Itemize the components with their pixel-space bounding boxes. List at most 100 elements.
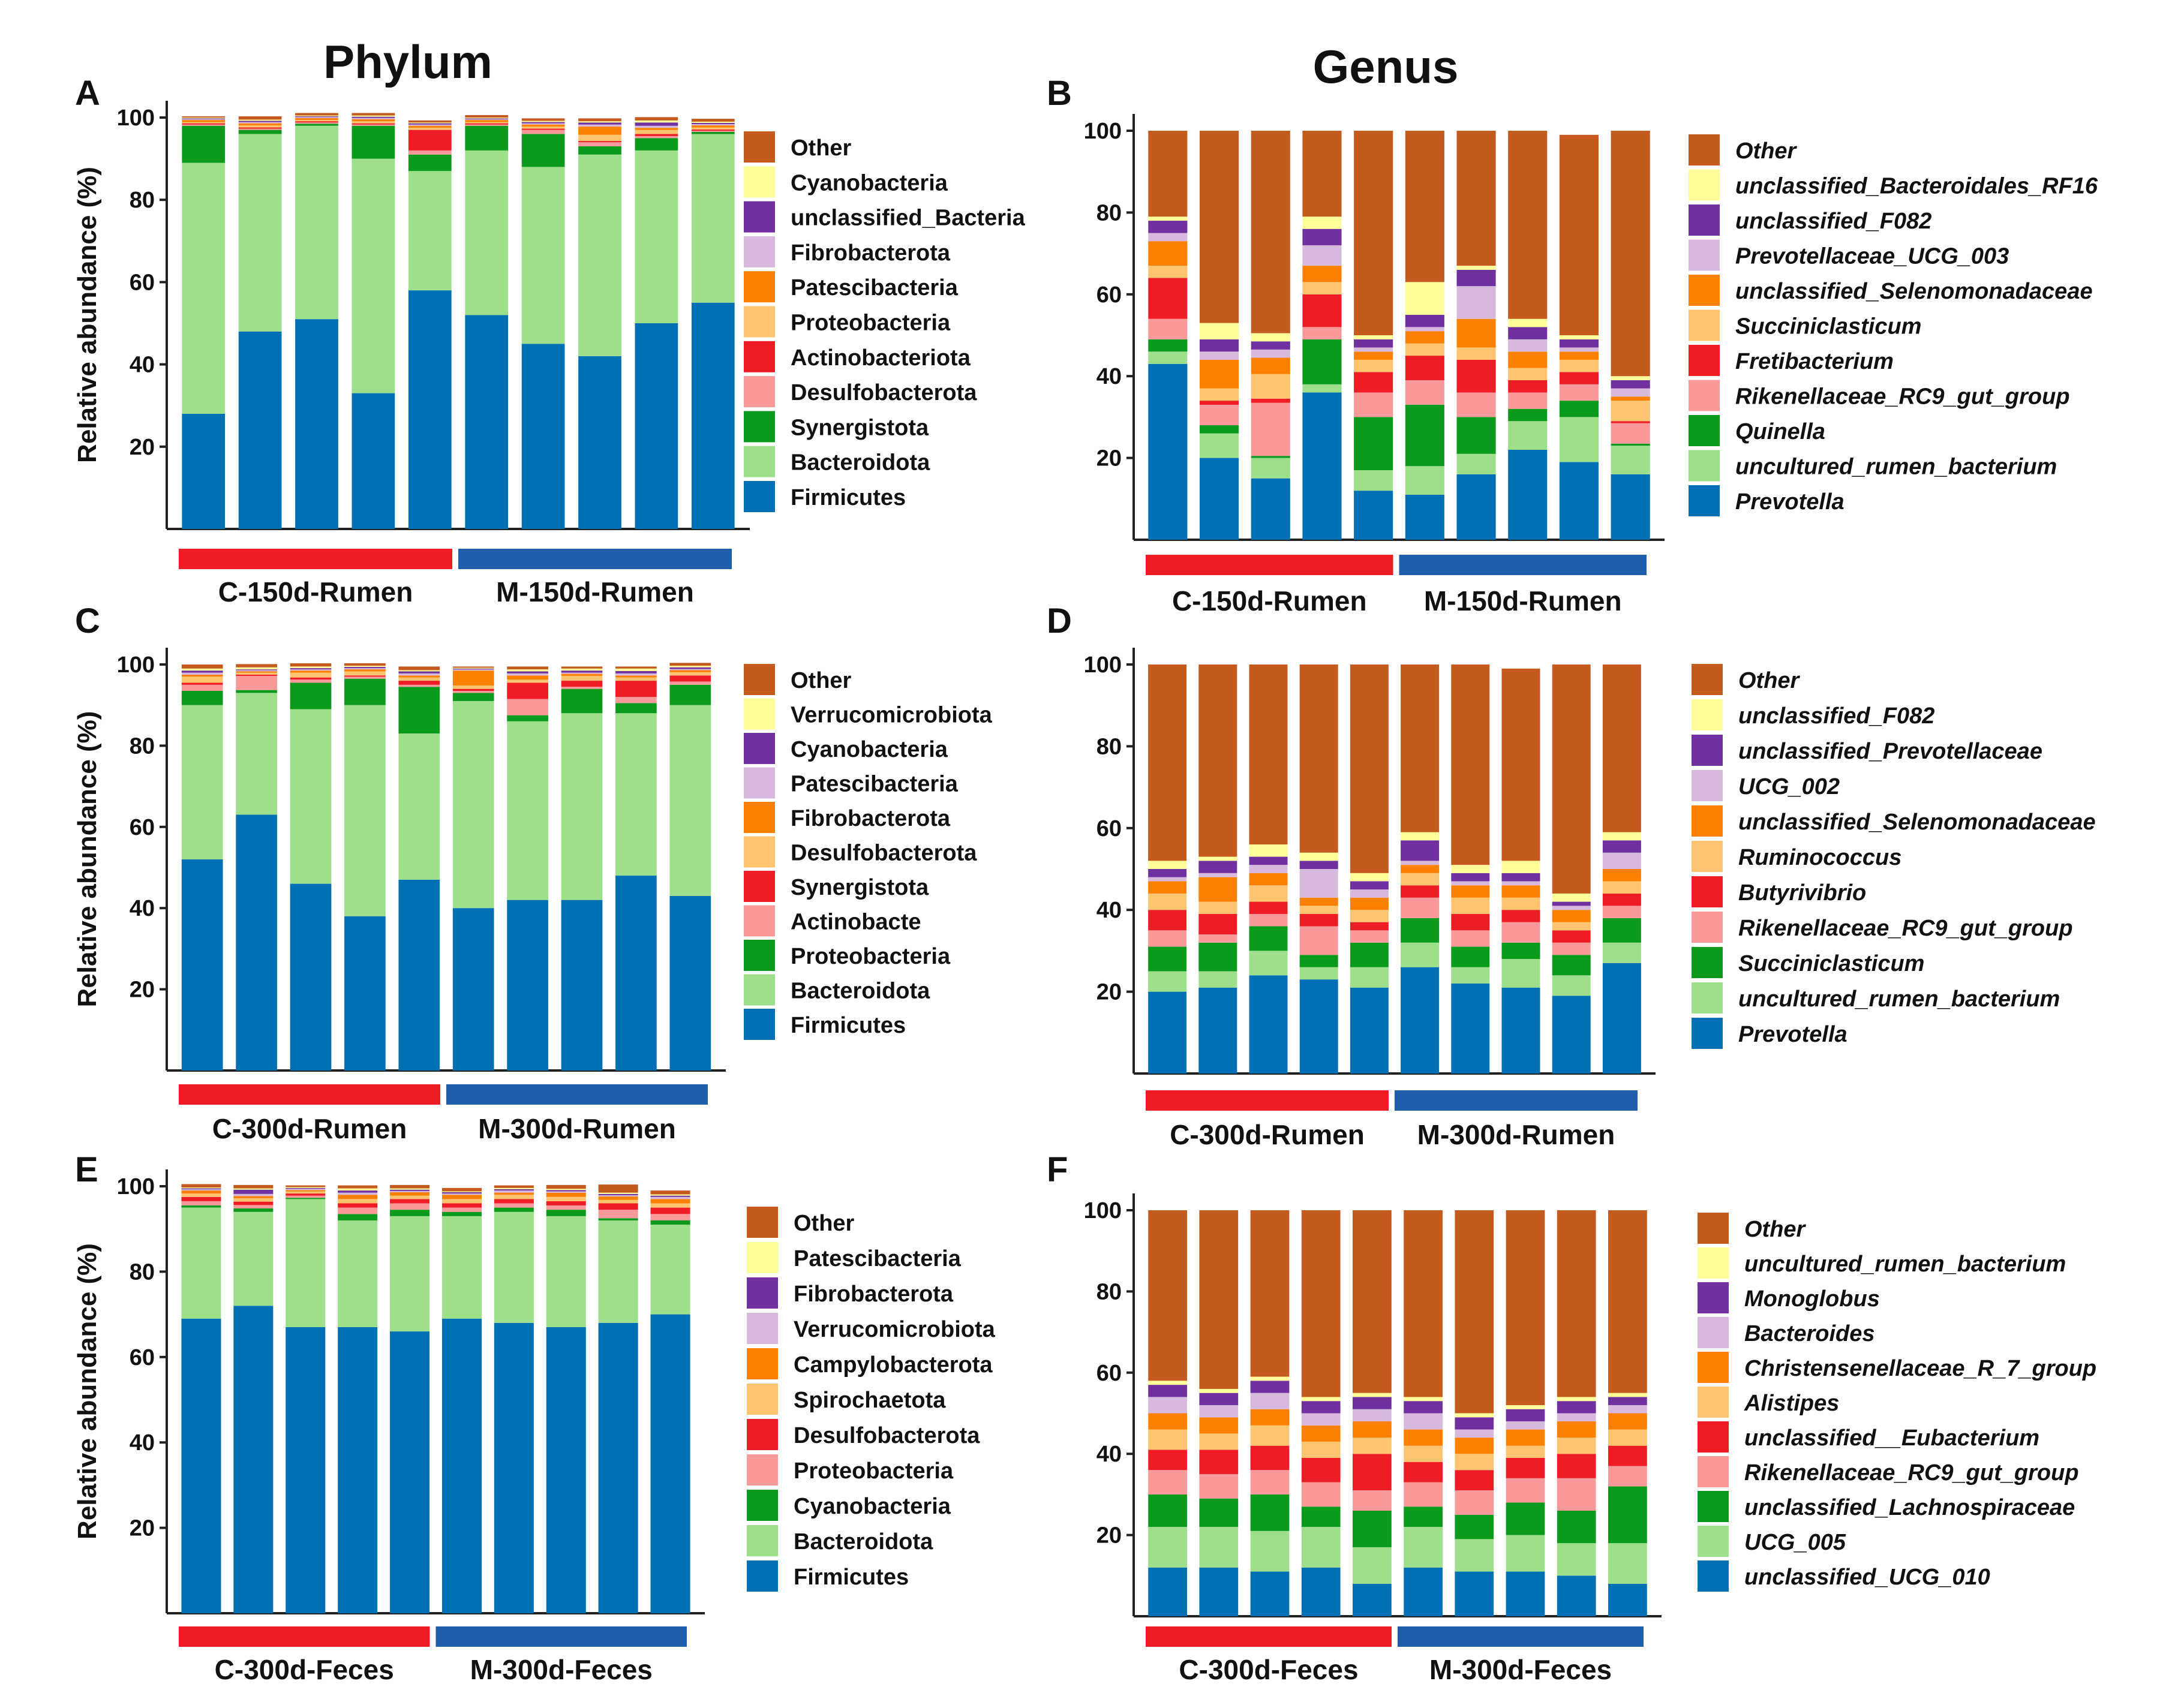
bar-segment-monoglobus-sample-10 bbox=[1608, 1397, 1647, 1405]
bar-segment-succiniclasticum-sample-7 bbox=[1456, 347, 1496, 360]
bar-segment-desulfobacterota-sample-5 bbox=[390, 1199, 430, 1204]
bar-segment-unclassified-bacteria-sample-4 bbox=[352, 116, 395, 118]
legend-label: uncultured_rumen_bacterium bbox=[1738, 987, 2060, 1012]
bar-segment-quinella-sample-2 bbox=[1199, 425, 1239, 434]
bar-segment-actinobacte-sample-6 bbox=[452, 691, 494, 693]
bar-segment-succiniclasticum-sample-7 bbox=[1451, 946, 1490, 967]
bar-segment-fretibacterium-sample-2 bbox=[1199, 401, 1239, 405]
bar-segment-patescibacteria-sample-9 bbox=[635, 128, 678, 130]
legend-label: Other bbox=[1744, 1217, 1807, 1242]
bar-segment-fibrobacterota-sample-7 bbox=[507, 675, 548, 680]
bar-segment-bacteroidota-sample-4 bbox=[352, 158, 395, 393]
bar-segment-desulfobacterota-sample-9 bbox=[635, 136, 678, 139]
bar-segment-actinobacteriota-sample-4 bbox=[352, 123, 395, 125]
bar-segment-unclassified-bacteria-sample-7 bbox=[521, 122, 565, 124]
bar-segment-uncultured-rumen-bacterium-sample-1 bbox=[1148, 351, 1188, 364]
bar-segment-cyanobacteria-sample-3 bbox=[286, 1198, 326, 1199]
bar-segment-patescibacteria-sample-5 bbox=[408, 125, 452, 128]
bar-segment-unclassified-eubacterium-sample-3 bbox=[1250, 1445, 1290, 1471]
bar-segment-other-sample-10 bbox=[669, 663, 711, 666]
y-tick-label: 40 bbox=[130, 1430, 155, 1456]
bar-segment-ucg-005-sample-8 bbox=[1506, 1535, 1545, 1572]
bar-segment-unclassified-selenomonadaceae-sample-7 bbox=[1451, 885, 1490, 898]
bar-segment-bacteroides-sample-10 bbox=[1608, 1405, 1647, 1414]
bar-segment-patescibacteria-sample-4 bbox=[344, 668, 386, 670]
bar-segment-bacteroidota-sample-9 bbox=[635, 150, 678, 323]
bar-segment-succiniclasticum-sample-9 bbox=[1559, 359, 1599, 372]
group-label: M-300d-Rumen bbox=[1417, 1119, 1615, 1150]
bar-segment-bacteroidota-sample-10 bbox=[650, 1225, 690, 1315]
bar-segment-synergistota-sample-9 bbox=[635, 138, 678, 151]
bar-segment-proteobacteria-sample-10 bbox=[691, 127, 735, 130]
bar-segment-unclassified-selenomonadaceae-sample-2 bbox=[1198, 877, 1237, 902]
bar-segment-verrucomicrobiota-sample-6 bbox=[441, 1193, 482, 1195]
bar-segment-firmicutes-sample-7 bbox=[494, 1322, 534, 1613]
bar-segment-spirochaetota-sample-1 bbox=[181, 1193, 221, 1197]
bar-segment-unclassified-eubacterium-sample-7 bbox=[1455, 1470, 1494, 1491]
legend-label: Other bbox=[791, 136, 852, 161]
bar-segment-other-sample-4 bbox=[1299, 664, 1338, 853]
bar-segment-cyanobacteria-sample-8 bbox=[546, 1210, 586, 1216]
bar-segment-ruminococcus-sample-9 bbox=[1552, 922, 1591, 931]
bar-segment-unclassified-bacteria-sample-9 bbox=[635, 122, 678, 126]
bar-segment-quinella-sample-10 bbox=[1611, 443, 1650, 446]
y-tick-label: 100 bbox=[117, 106, 155, 131]
bar-segment-patescibacteria-sample-3 bbox=[295, 118, 338, 121]
bar-segment-unclassified-ucg-010-sample-10 bbox=[1608, 1583, 1647, 1616]
bar-segment-uncultured-rumen-bacterium-sample-8 bbox=[1506, 1405, 1545, 1409]
bar-segment-fretibacterium-sample-8 bbox=[1508, 380, 1548, 393]
bar-segment-patescibacteria-sample-8 bbox=[561, 672, 603, 674]
bar-segment-rikenellaceae-rc9-gut-group-sample-9 bbox=[1559, 384, 1599, 401]
bar-segment-cyanobacteria-sample-10 bbox=[650, 1220, 690, 1225]
group-label: C-300d-Rumen bbox=[212, 1113, 407, 1144]
bar-segment-verrucomicrobiota-sample-1 bbox=[181, 1189, 221, 1191]
legend-label: Proteobacteria bbox=[791, 311, 951, 336]
bar-segment-synergistota-sample-9 bbox=[615, 681, 657, 697]
bar-segment-cyanobacteria-sample-4 bbox=[352, 115, 395, 117]
bar-segment-patescibacteria-sample-2 bbox=[236, 670, 277, 672]
group-bar-m bbox=[435, 1626, 687, 1647]
bar-segment-cyanobacteria-sample-7 bbox=[521, 121, 565, 122]
bar-segment-quinella-sample-3 bbox=[1251, 456, 1290, 458]
legend-label: Patescibacteria bbox=[791, 772, 959, 797]
bar-segment-other-sample-8 bbox=[1508, 131, 1548, 319]
legend-label: Quinella bbox=[1735, 419, 1825, 444]
bar-segment-firmicutes-sample-8 bbox=[546, 1327, 586, 1613]
bar-segment-rikenellaceae-rc9-gut-group-sample-5 bbox=[1354, 392, 1393, 417]
bar-segment-proteobacteria-sample-5 bbox=[408, 128, 452, 130]
bar-segment-unclassified-ucg-010-sample-4 bbox=[1301, 1567, 1341, 1616]
bar-segment-cyanobacteria-sample-4 bbox=[338, 1214, 378, 1220]
group-label: M-300d-Feces bbox=[470, 1654, 653, 1685]
bar-segment-other-sample-4 bbox=[352, 113, 395, 116]
bar-segment-desulfobacterota-sample-8 bbox=[546, 1201, 586, 1206]
bar-segment-unclassified-bacteria-sample-5 bbox=[408, 123, 452, 125]
legend-swatch bbox=[1692, 982, 1723, 1014]
bar-segment-fibrobacterota-sample-4 bbox=[352, 118, 395, 119]
bar-segment-fibrobacterota-sample-7 bbox=[494, 1189, 534, 1191]
bar-segment-ucg-002-sample-1 bbox=[1148, 877, 1187, 882]
bar-segment-bacteroides-sample-2 bbox=[1199, 1405, 1239, 1418]
bar-segment-butyrivibrio-sample-4 bbox=[1299, 914, 1338, 927]
bar-segment-bacteroidota-sample-8 bbox=[578, 154, 621, 356]
bar-segment-fibrobacterota-sample-8 bbox=[578, 124, 621, 127]
bar-segment-unclassified-f082-sample-4 bbox=[1299, 852, 1338, 861]
bar-segment-unclassified-f082-sample-1 bbox=[1148, 221, 1188, 233]
bar-segment-prevotella-sample-5 bbox=[1350, 987, 1389, 1073]
bar-segment-verrucomicrobiota-sample-1 bbox=[181, 668, 223, 671]
y-tick-label: 40 bbox=[130, 896, 155, 921]
bar-segment-firmicutes-sample-2 bbox=[238, 331, 282, 529]
bar-segment-proteobacteria-sample-5 bbox=[390, 1203, 430, 1210]
bar-segment-synergistota-sample-6 bbox=[465, 125, 509, 151]
bar-segment-desulfobacterota-sample-8 bbox=[561, 675, 603, 681]
bar-segment-bacteroidota-sample-6 bbox=[452, 700, 494, 909]
bar-segment-quinella-sample-8 bbox=[1508, 408, 1548, 422]
bar-segment-prevotellaceae-ucg-003-sample-1 bbox=[1148, 233, 1188, 242]
legend-swatch bbox=[744, 166, 775, 198]
bar-segment-rikenellaceae-rc9-gut-group-sample-2 bbox=[1199, 404, 1239, 426]
bar-segment-other-sample-3 bbox=[290, 663, 332, 667]
bar-segment-prevotella-sample-4 bbox=[1299, 979, 1338, 1073]
bar-segment-verrucomicrobiota-sample-2 bbox=[233, 1193, 274, 1196]
bar-segment-other-sample-2 bbox=[1199, 1210, 1239, 1389]
legend-label: Other bbox=[794, 1211, 855, 1236]
column-title-phylum: Phylum bbox=[323, 35, 492, 88]
